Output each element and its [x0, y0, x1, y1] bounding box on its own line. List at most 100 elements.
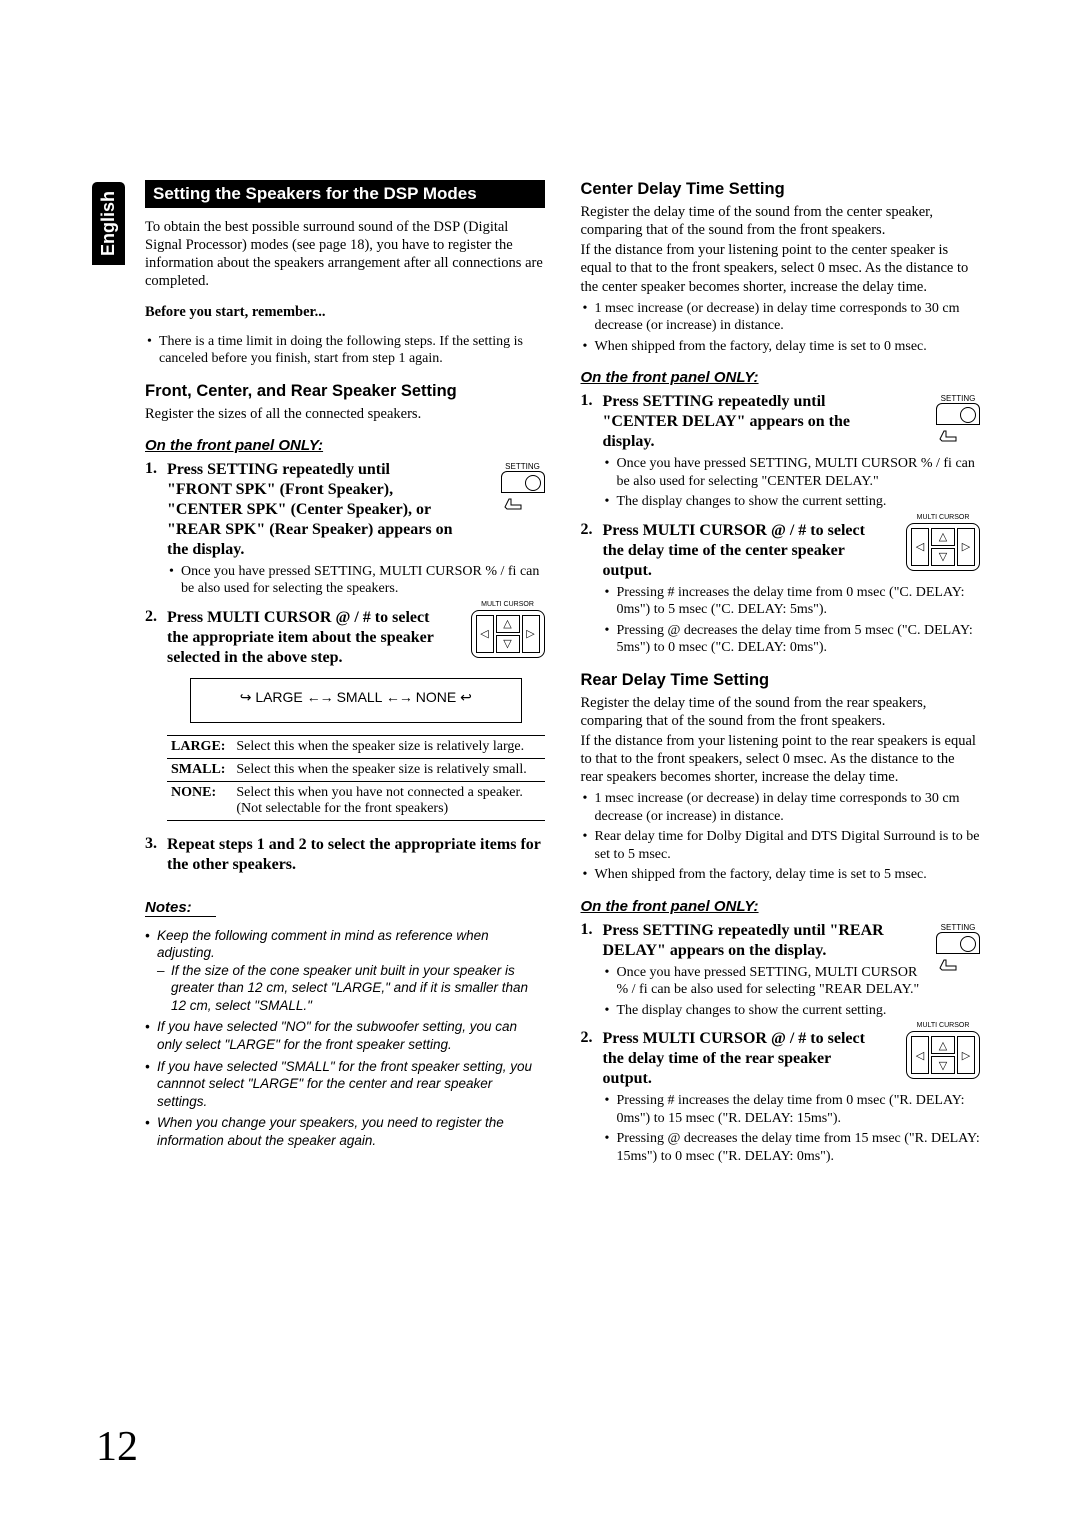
center-b1: 1 msec increase (or decrease) in delay t… [581, 300, 981, 335]
opt-small-desc: Select this when the speaker size is rel… [232, 758, 544, 781]
cycle-arrow-1: ←→ [307, 689, 333, 705]
center-steps: SETTING Press SETTING repeatedly until "… [581, 392, 981, 657]
cursor-down-icon [931, 548, 955, 566]
note-1: Keep the following comment in mind as re… [145, 927, 545, 1015]
opt-row-none: NONE: Select this when you have not conn… [167, 781, 545, 820]
rear-steps: SETTING Press SETTING repeatedly until "… [581, 921, 981, 1166]
remember-heading: Before you start, remember... [145, 303, 545, 321]
cursor-left-icon [911, 528, 929, 566]
rear-body-1: Register the delay time of the sound fro… [581, 694, 981, 730]
r-step1-bullets: Once you have pressed SETTING, MULTI CUR… [603, 964, 981, 1020]
speaker-setting-body: Register the sizes of all the connected … [145, 405, 545, 423]
left-step3-title: Repeat steps 1 and 2 to select the appro… [167, 836, 541, 873]
center-body-2: If the distance from your listening poin… [581, 241, 981, 295]
cycle-loop-right: ↩ [460, 689, 472, 705]
right-column: Center Delay Time Setting Register the d… [581, 180, 981, 1175]
setting-icon-label: SETTING [501, 462, 545, 471]
cycle-loop-left: ↪ [240, 689, 252, 705]
setting-icon-label: SETTING [936, 923, 980, 932]
note1-text: Keep the following comment in mind as re… [157, 928, 489, 961]
opt-large-label: LARGE: [167, 735, 232, 758]
cursor-left-icon [911, 1036, 929, 1074]
opt-none-desc1: Select this when you have not connected … [236, 785, 523, 800]
cursor-right-icon [957, 528, 975, 566]
r-step2-b2: Pressing @ decreases the delay time from… [603, 1130, 981, 1165]
cycle-small: SMALL [337, 689, 382, 705]
center-bullets: 1 msec increase (or decrease) in delay t… [581, 300, 981, 356]
left-step-2: MULTI CURSOR Press MULTI CURSOR @ / # to… [145, 608, 545, 821]
c-step1-bullets: Once you have pressed SETTING, MULTI CUR… [603, 455, 981, 511]
center-b2: When shipped from the factory, delay tim… [581, 338, 981, 356]
r-step1-b2: The display changes to show the current … [603, 1002, 981, 1020]
setting-button-icon: SETTING [936, 394, 980, 448]
center-step-2: MULTI CURSOR Press MULTI CURSOR @ / # to… [581, 521, 981, 657]
cursor-down-icon [496, 635, 520, 653]
multi-cursor-icon: MULTI CURSOR [906, 1031, 980, 1079]
r-step1-b1: Once you have pressed SETTING, MULTI CUR… [603, 964, 981, 999]
manual-page: English Setting the Speakers for the DSP… [0, 0, 1080, 1529]
r-step1-title: Press SETTING repeatedly until "REAR DEL… [603, 921, 981, 961]
speaker-setting-heading: Front, Center, and Rear Speaker Setting [145, 382, 545, 401]
cursor-right-icon [522, 615, 540, 653]
intro-text: To obtain the best possible surround sou… [145, 218, 545, 291]
cursor-left-icon [476, 615, 494, 653]
hand-icon [936, 425, 960, 443]
cycle-diagram: ↪ LARGE ←→ SMALL ←→ NONE ↩ [190, 678, 522, 723]
c-step2-b2: Pressing @ decreases the delay time from… [603, 622, 981, 657]
rear-step-1: SETTING Press SETTING repeatedly until "… [581, 921, 981, 1020]
note-4: When you change your speakers, you need … [145, 1114, 545, 1149]
left-step1-title: Press SETTING repeatedly until "FRONT SP… [167, 460, 545, 560]
r-step2-bullets: Pressing # increases the delay time from… [603, 1092, 981, 1165]
hand-icon [501, 493, 525, 511]
opt-none-desc2: (Not selectable for the front speakers) [236, 801, 448, 816]
page-number: 12 [96, 1423, 138, 1471]
cursor-up-icon [931, 528, 955, 546]
rear-body-2: If the distance from your listening poin… [581, 732, 981, 786]
remember-bullet: There is a time limit in doing the follo… [145, 333, 545, 368]
opt-large-desc: Select this when the speaker size is rel… [232, 735, 544, 758]
rear-bullets: 1 msec increase (or decrease) in delay t… [581, 790, 981, 884]
c-step1-b2: The display changes to show the current … [603, 493, 981, 511]
notes-list: Keep the following comment in mind as re… [145, 927, 545, 1150]
opt-row-large: LARGE: Select this when the speaker size… [167, 735, 545, 758]
multi-cursor-icon: MULTI CURSOR [906, 523, 980, 571]
multi-cursor-label: MULTI CURSOR [907, 1022, 979, 1029]
left-step-1: SETTING Press SETTING repeatedly until "… [145, 460, 545, 598]
cursor-right-icon [957, 1036, 975, 1074]
center-body-1: Register the delay time of the sound fro… [581, 203, 981, 239]
left-steps: SETTING Press SETTING repeatedly until "… [145, 460, 545, 875]
rear-b1: 1 msec increase (or decrease) in delay t… [581, 790, 981, 825]
two-column-layout: Setting the Speakers for the DSP Modes T… [145, 180, 980, 1175]
notes-heading: Notes: [145, 899, 216, 917]
c-step2-b1: Pressing # increases the delay time from… [603, 584, 981, 619]
cursor-down-icon [931, 1056, 955, 1074]
opt-none-desc: Select this when you have not connected … [232, 781, 544, 820]
cycle-large: LARGE [255, 689, 302, 705]
c-step1-b1: Once you have pressed SETTING, MULTI CUR… [603, 455, 981, 490]
front-panel-only-label-2: On the front panel ONLY: [581, 369, 981, 386]
note-3: If you have selected "SMALL" for the fro… [145, 1058, 545, 1111]
note1-sub: If the size of the cone speaker unit bui… [157, 962, 545, 1015]
cursor-up-icon [496, 615, 520, 633]
setting-button-icon: SETTING [501, 462, 545, 516]
cursor-up-icon [931, 1036, 955, 1054]
cycle-none: NONE [416, 689, 456, 705]
multi-cursor-icon: MULTI CURSOR [471, 610, 545, 658]
section-heading-bar: Setting the Speakers for the DSP Modes [145, 180, 545, 208]
left-step-3: Repeat steps 1 and 2 to select the appro… [145, 835, 545, 875]
multi-cursor-label: MULTI CURSOR [472, 601, 544, 608]
left-step1-bullets: Once you have pressed SETTING, MULTI CUR… [167, 563, 545, 598]
remember-list: There is a time limit in doing the follo… [145, 333, 545, 368]
front-panel-only-label: On the front panel ONLY: [145, 437, 545, 454]
note-2: If you have selected "NO" for the subwoo… [145, 1018, 545, 1053]
options-table: LARGE: Select this when the speaker size… [167, 735, 545, 821]
rear-delay-heading: Rear Delay Time Setting [581, 671, 981, 690]
left-step1-b1: Once you have pressed SETTING, MULTI CUR… [167, 563, 545, 598]
r-step2-b1: Pressing # increases the delay time from… [603, 1092, 981, 1127]
left-column: Setting the Speakers for the DSP Modes T… [145, 180, 545, 1175]
opt-row-small: SMALL: Select this when the speaker size… [167, 758, 545, 781]
rear-step-2: MULTI CURSOR Press MULTI CURSOR @ / # to… [581, 1029, 981, 1165]
c-step2-bullets: Pressing # increases the delay time from… [603, 584, 981, 657]
opt-none-label: NONE: [167, 781, 232, 820]
front-panel-only-label-3: On the front panel ONLY: [581, 898, 981, 915]
